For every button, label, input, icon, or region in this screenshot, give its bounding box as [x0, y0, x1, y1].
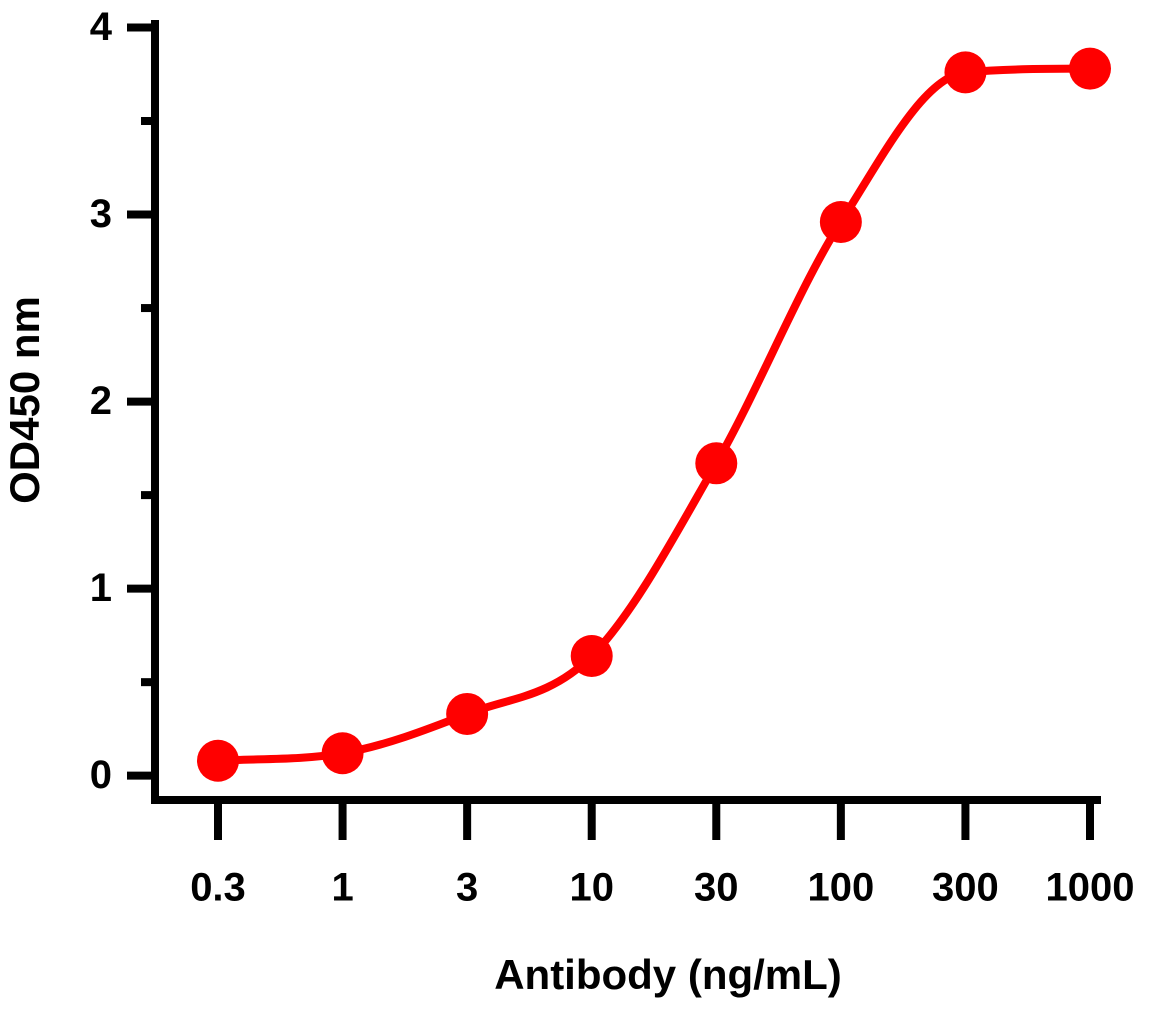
data-point: [321, 732, 364, 775]
x-tick-label: 10: [569, 866, 614, 910]
data-point: [695, 442, 738, 485]
data-point: [944, 51, 987, 94]
x-tick-label: 300: [932, 866, 999, 910]
y-tick-label: 2: [90, 379, 112, 423]
x-tick-label: 100: [807, 866, 874, 910]
y-tick-label: 3: [90, 192, 112, 236]
y-tick-label: 0: [90, 753, 112, 797]
y-axis-title: OD450 nm: [1, 296, 48, 504]
data-point: [446, 692, 489, 735]
data-point: [1069, 47, 1111, 90]
y-tick-label: 1: [90, 566, 112, 610]
x-axis-title: Antibody (ng/mL): [494, 951, 842, 998]
y-tick-label: 4: [90, 5, 113, 49]
x-tick-label: 0.3: [190, 866, 246, 910]
data-point: [197, 739, 239, 782]
fit-curve: [214, 64, 1094, 765]
x-tick-label: 3: [456, 866, 478, 910]
x-tick-label: 1000: [1046, 866, 1135, 910]
x-tick-label: 30: [694, 866, 739, 910]
data-point: [819, 201, 862, 244]
x-tick-label: 1: [331, 866, 353, 910]
data-point: [570, 634, 613, 677]
